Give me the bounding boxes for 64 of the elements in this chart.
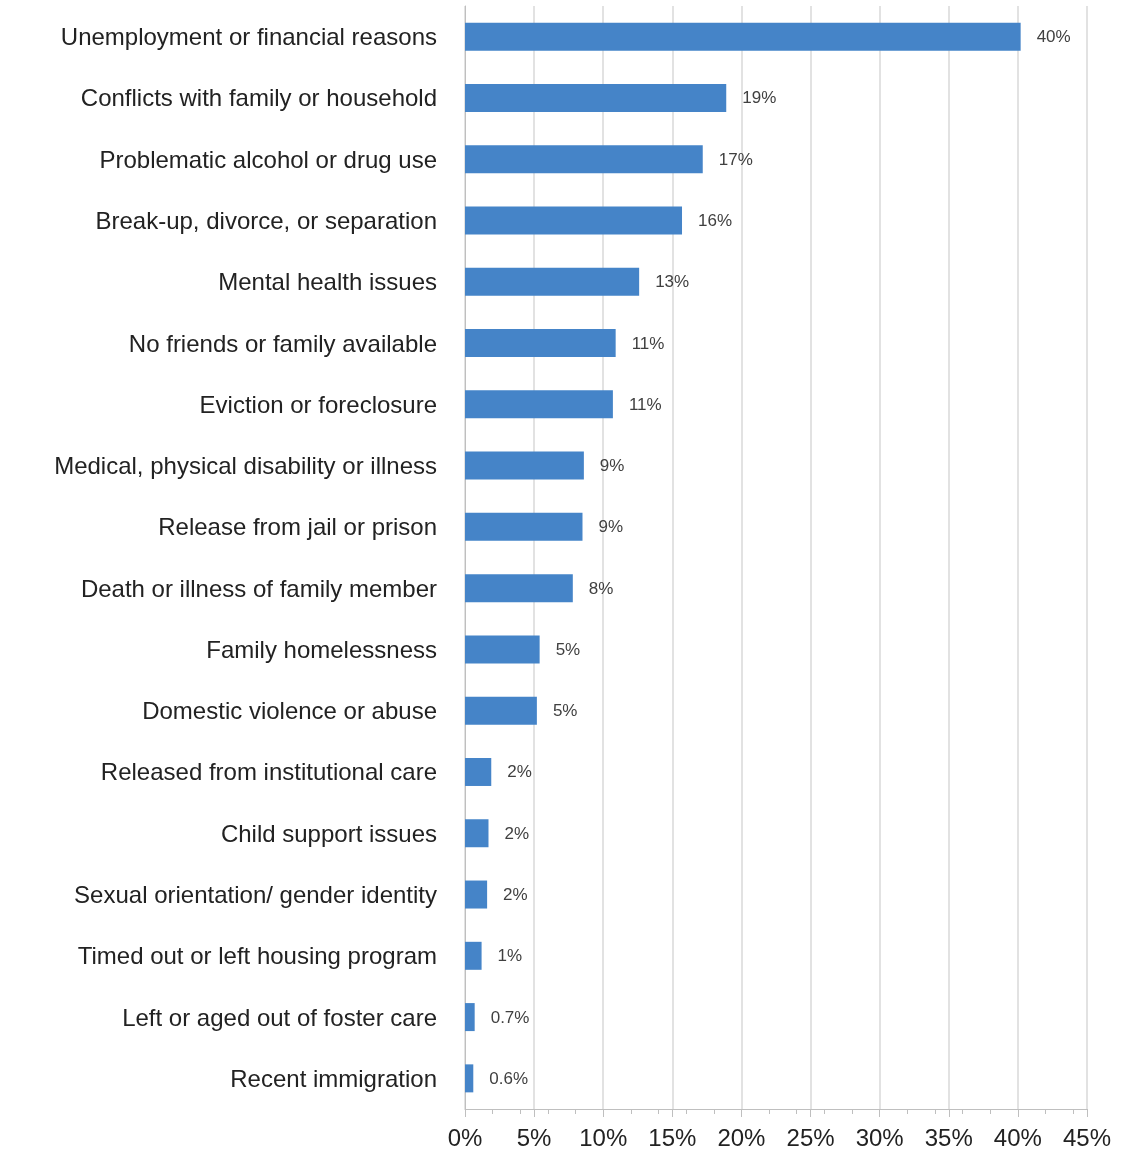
data-label: 11%: [628, 394, 662, 414]
bar: [465, 819, 489, 848]
data-label: 17%: [718, 149, 753, 169]
x-tick-label: 10%: [579, 1123, 628, 1151]
y-tick-label: Sexual orientation/ gender identity: [74, 881, 437, 909]
bar: [465, 941, 482, 970]
bar: [465, 512, 583, 541]
bar: [465, 83, 727, 112]
y-tick-label: Released from institutional care: [100, 758, 437, 786]
bar: [465, 1064, 474, 1093]
x-tick-label: 35%: [924, 1123, 973, 1151]
y-tick-label: Unemployment or financial reasons: [60, 23, 437, 51]
x-tick-label: 45%: [1062, 1123, 1112, 1151]
data-label: 0.6%: [489, 1068, 529, 1088]
bar: [465, 22, 1021, 51]
data-label: 2%: [503, 885, 528, 905]
y-tick-label: Domestic violence or abuse: [142, 697, 437, 725]
data-label: 13%: [655, 272, 690, 292]
bar: [465, 880, 488, 909]
bar: [465, 267, 640, 296]
y-tick-label: Mental health issues: [218, 268, 437, 296]
x-tick-label: 5%: [516, 1123, 552, 1151]
x-tick-label: 0%: [447, 1123, 483, 1151]
data-label: 0.7%: [490, 1007, 530, 1027]
y-tick-label: Conflicts with family or household: [80, 84, 437, 112]
y-tick-label: Timed out or left housing program: [77, 942, 437, 970]
y-tick-label: Death or illness of family member: [80, 574, 437, 602]
x-tick-label: 40%: [993, 1123, 1042, 1151]
y-tick-label: Medical, physical disability or illness: [54, 452, 437, 480]
bar: [465, 145, 703, 174]
bar: [465, 451, 584, 480]
bar: [465, 1003, 475, 1032]
x-tick-label: 15%: [648, 1123, 697, 1151]
y-tick-label: Release from jail or prison: [158, 513, 437, 541]
data-label: 2%: [507, 762, 532, 782]
bar: [465, 696, 537, 725]
data-label: 5%: [555, 639, 581, 659]
data-label: 19%: [742, 88, 777, 108]
data-label: 8%: [588, 578, 614, 598]
bar: [465, 329, 616, 358]
data-label: 1%: [497, 946, 523, 966]
y-tick-label: Eviction or foreclosure: [199, 390, 437, 418]
y-tick-label: Recent immigration: [230, 1064, 437, 1092]
y-tick-label: Left or aged out of foster care: [122, 1003, 437, 1031]
bar: [465, 574, 573, 603]
x-tick-label: 25%: [786, 1123, 835, 1151]
data-label: 40%: [1036, 27, 1071, 47]
y-tick-label: Family homelessness: [206, 635, 437, 663]
bar: [465, 206, 683, 235]
data-label: 16%: [698, 210, 733, 230]
y-tick-label: Break-up, divorce, or separation: [95, 206, 437, 234]
data-label: 5%: [552, 701, 578, 721]
bar: [465, 757, 492, 786]
data-label: 9%: [599, 456, 625, 476]
data-label: 2%: [504, 823, 530, 843]
x-tick-label: 20%: [717, 1123, 766, 1151]
data-label: 11%: [631, 333, 665, 353]
bar: [465, 390, 613, 419]
data-label: 9%: [598, 517, 624, 537]
y-tick-label: No friends or family available: [128, 329, 437, 357]
bar: [465, 635, 540, 664]
x-tick-label: 30%: [855, 1123, 904, 1151]
y-tick-label: Problematic alcohol or drug use: [99, 145, 437, 173]
y-tick-label: Child support issues: [220, 819, 437, 847]
